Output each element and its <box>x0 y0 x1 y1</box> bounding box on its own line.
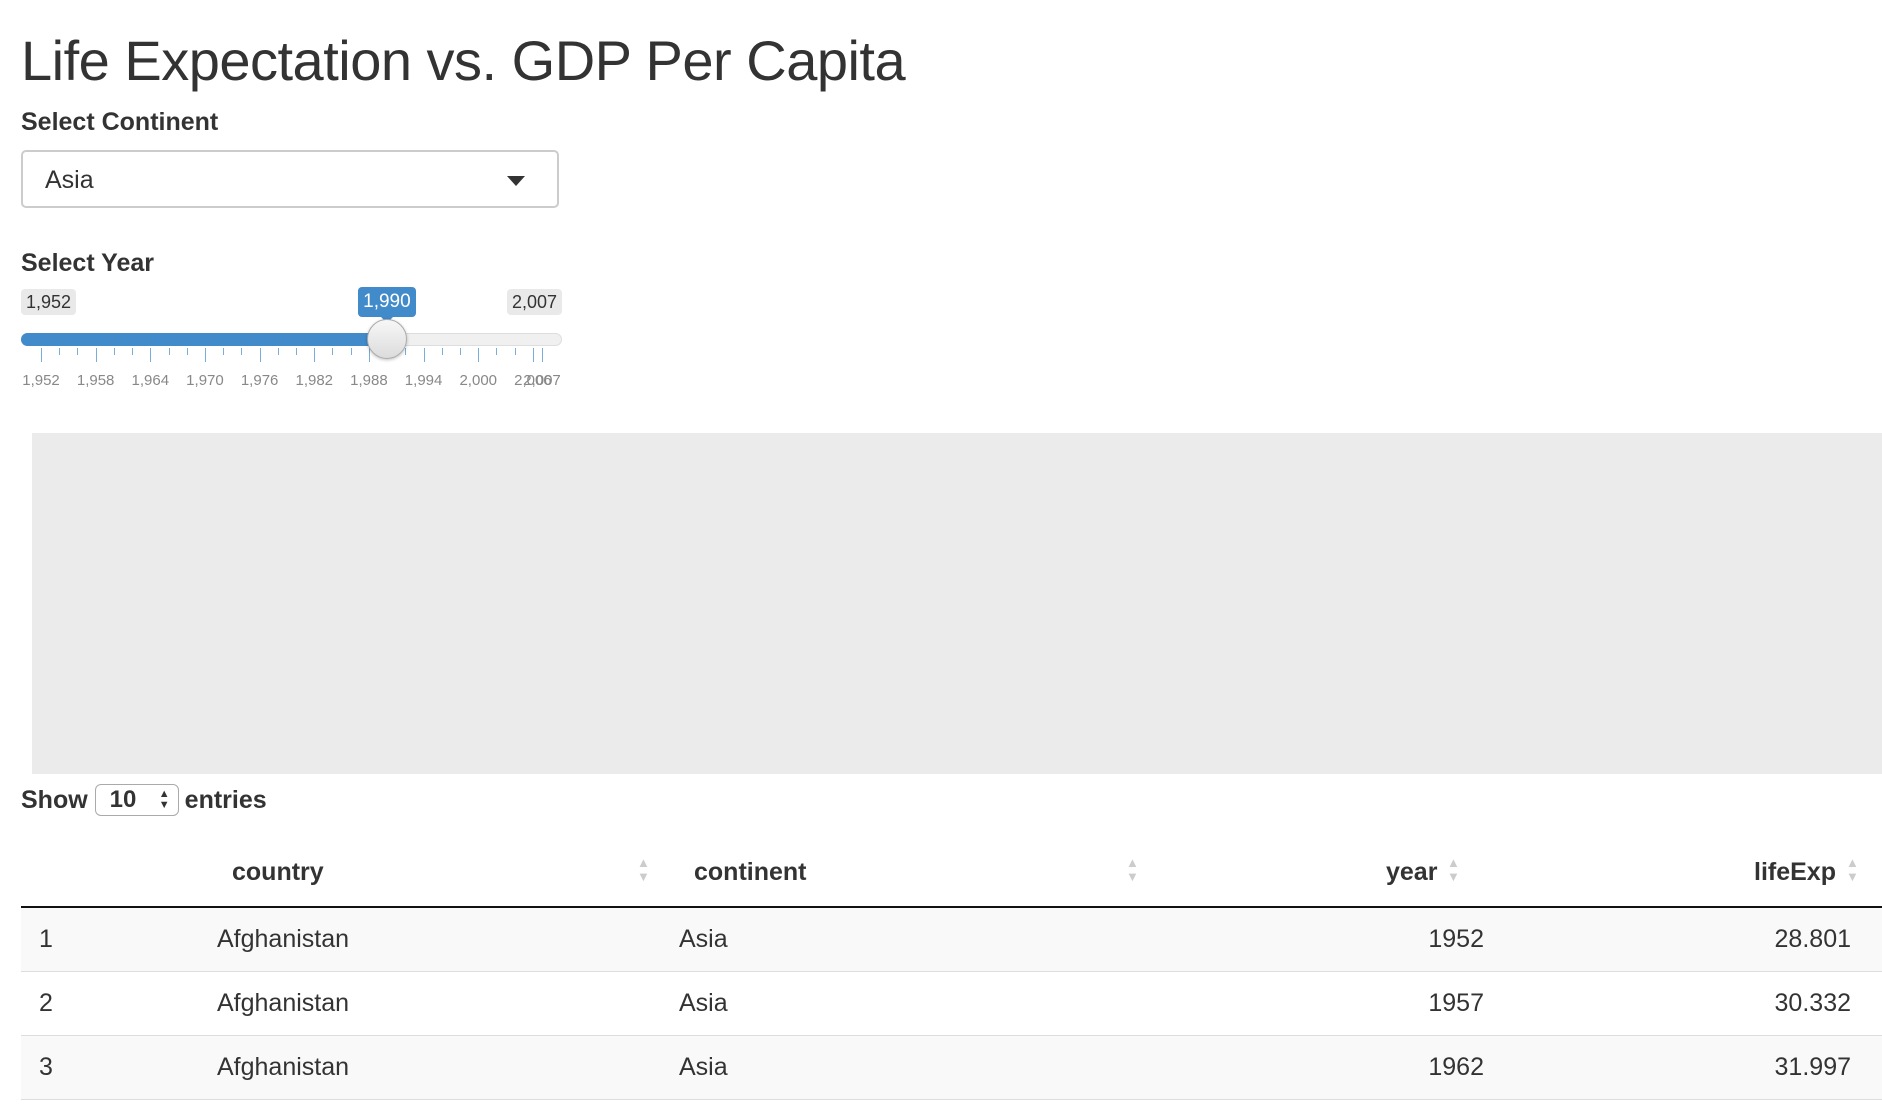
cell-country: Afghanistan <box>217 1053 350 1081</box>
slider-minor-tick <box>277 348 279 355</box>
slider-minor-tick <box>332 348 334 355</box>
length-prefix: Show <box>21 785 88 814</box>
plot-area <box>32 433 1882 774</box>
slider-major-tick <box>542 348 543 362</box>
slider-major-tick <box>423 348 425 362</box>
data-table: country ▲ ▼ continent ▲ ▼ year ▲ ▼ lifeExp … <box>21 840 1882 1100</box>
cell-year: 1952 <box>1428 925 1484 953</box>
continent-select-value: Asia <box>45 166 94 194</box>
cell-country: Afghanistan <box>217 925 350 953</box>
slider-minor-tick <box>59 348 61 355</box>
caret-down-icon <box>507 176 525 186</box>
slider-track-fill <box>21 333 388 346</box>
column-header-continent[interactable]: continent <box>694 858 807 886</box>
sort-icon[interactable]: ▲ ▼ <box>1846 855 1859 884</box>
slider-minor-tick <box>460 348 462 355</box>
cell-continent: Asia <box>679 1053 728 1081</box>
slider-minor-tick <box>132 348 134 355</box>
slider-minor-tick <box>223 348 225 355</box>
slider-major-tick <box>41 348 42 362</box>
slider-handle[interactable] <box>367 319 408 359</box>
slider-minor-tick <box>296 348 298 355</box>
slider-tick-label: 2,007 <box>523 372 561 389</box>
slider-minor-tick <box>441 348 443 355</box>
continent-select[interactable]: Asia <box>21 150 559 208</box>
table-row: 1 Afghanistan Asia 1952 28.801 <box>21 908 1882 972</box>
cell-lifeexp: 31.997 <box>1774 1053 1851 1081</box>
cell-country: Afghanistan <box>217 989 350 1017</box>
table-row: 3 Afghanistan Asia 1962 31.997 <box>21 1036 1882 1100</box>
cell-index: 3 <box>39 1053 53 1081</box>
slider-minor-tick <box>241 348 243 355</box>
column-header-lifeexp[interactable]: lifeExp <box>1754 858 1836 886</box>
year-slider[interactable]: 1,952 2,007 1,990 1,952 1,958 1,964 1,970 1,… <box>21 285 562 395</box>
slider-tick-label: 1,970 <box>186 372 224 389</box>
slider-min-label: 1,952 <box>21 289 77 315</box>
column-header-year[interactable]: year <box>1386 858 1438 886</box>
slider-tick-label: 1,964 <box>131 372 170 389</box>
slider-minor-tick <box>496 348 498 355</box>
slider-major-tick <box>532 348 534 362</box>
slider-tick-label: 1,958 <box>76 372 115 389</box>
continent-select-label: Select Continent <box>21 108 219 136</box>
slider-major-tick <box>204 348 206 362</box>
sort-icon[interactable]: ▲ ▼ <box>637 855 650 884</box>
cell-continent: Asia <box>679 925 728 953</box>
slider-minor-tick <box>350 348 352 355</box>
slider-minor-tick <box>186 348 188 355</box>
slider-tick-label: 1,994 <box>404 372 443 389</box>
table-header: country ▲ ▼ continent ▲ ▼ year ▲ ▼ lifeExp … <box>21 840 1882 908</box>
cell-year: 1962 <box>1428 1053 1484 1081</box>
slider-max-label: 2,007 <box>506 289 562 315</box>
column-header-country[interactable]: country <box>232 858 324 886</box>
slider-major-tick <box>95 348 97 362</box>
slider-tick-label: 1,952 <box>22 372 60 389</box>
sort-icon[interactable]: ▲ ▼ <box>1447 855 1460 884</box>
year-slider-label: Select Year <box>21 249 154 277</box>
cell-lifeexp: 28.801 <box>1774 925 1851 953</box>
cell-continent: Asia <box>679 989 728 1017</box>
cell-year: 1957 <box>1428 989 1484 1017</box>
slider-major-tick <box>368 348 370 362</box>
entries-per-page-select[interactable]: 10 ▲ ▼ <box>94 784 179 816</box>
spinner-arrows-icon: ▲ ▼ <box>158 788 170 811</box>
cell-lifeexp: 30.332 <box>1774 989 1851 1017</box>
slider-minor-tick <box>514 348 516 355</box>
slider-major-tick <box>259 348 261 362</box>
cell-index: 1 <box>39 925 53 953</box>
page-title: Life Expectation vs. GDP Per Capita <box>21 29 906 92</box>
slider-minor-tick <box>168 348 170 355</box>
sort-icon[interactable]: ▲ ▼ <box>1126 855 1139 884</box>
slider-minor-tick <box>113 348 115 355</box>
table-row: 2 Afghanistan Asia 1957 30.332 <box>21 972 1882 1036</box>
slider-tick-label: 1,982 <box>295 372 334 389</box>
entries-per-page-value: 10 <box>109 786 137 813</box>
slider-major-tick <box>478 348 480 362</box>
table-length-menu: Show 10 ▲ ▼ entries <box>21 784 267 818</box>
length-suffix: entries <box>184 785 267 814</box>
slider-tick-label: 2,000 <box>459 372 498 389</box>
slider-major-tick <box>150 348 152 362</box>
slider-tick-label: 2,006 <box>514 372 552 389</box>
cell-index: 2 <box>39 989 53 1017</box>
slider-minor-tick <box>405 348 407 355</box>
slider-tick-label: 1,988 <box>350 372 388 389</box>
slider-minor-tick <box>77 348 79 355</box>
slider-value-label: 1,990 <box>358 287 416 323</box>
slider-tick-label: 1,976 <box>240 372 279 389</box>
slider-major-tick <box>314 348 316 362</box>
